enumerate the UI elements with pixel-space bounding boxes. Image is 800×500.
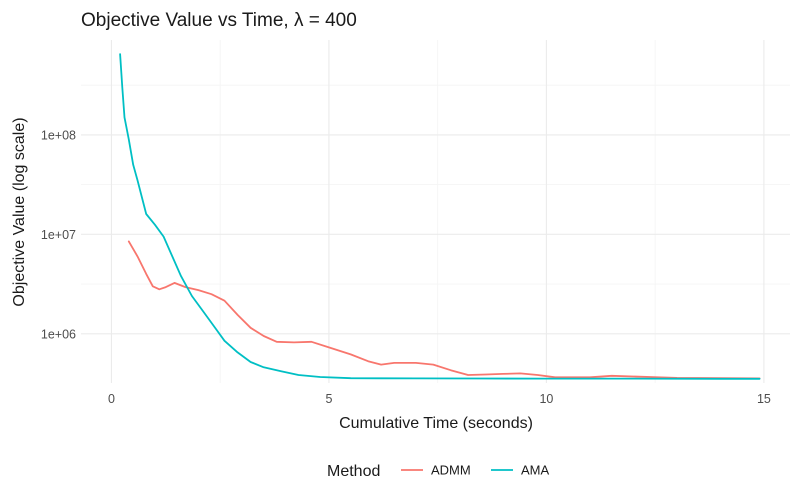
x-axis-title: Cumulative Time (seconds): [339, 415, 533, 432]
x-tick-label: 0: [108, 392, 115, 406]
legend-title: Method: [327, 463, 380, 480]
y-tick-label: 1e+06: [41, 327, 76, 341]
x-tick-label: 10: [539, 392, 553, 406]
chart-title: Objective Value vs Time, λ = 400: [81, 10, 357, 31]
series-line-admm: [127, 240, 761, 380]
x-axis-ticks: 0 5 10 15: [108, 392, 771, 406]
y-axis-ticks: 1e+06 1e+07 1e+08: [41, 128, 76, 341]
legend: Method ADMM AMA: [327, 463, 550, 481]
legend-label-admm: ADMM: [431, 463, 471, 478]
legend-label-ama: AMA: [521, 463, 550, 478]
grid-lines: [81, 40, 790, 383]
y-axis-title: Objective Value (log scale): [11, 117, 28, 306]
y-tick-label: 1e+08: [41, 128, 76, 142]
series-lines: [119, 53, 761, 380]
x-tick-label: 5: [325, 392, 332, 406]
y-tick-label: 1e+07: [41, 228, 76, 242]
series-line-ama: [119, 53, 761, 380]
x-tick-label: 15: [757, 392, 771, 406]
